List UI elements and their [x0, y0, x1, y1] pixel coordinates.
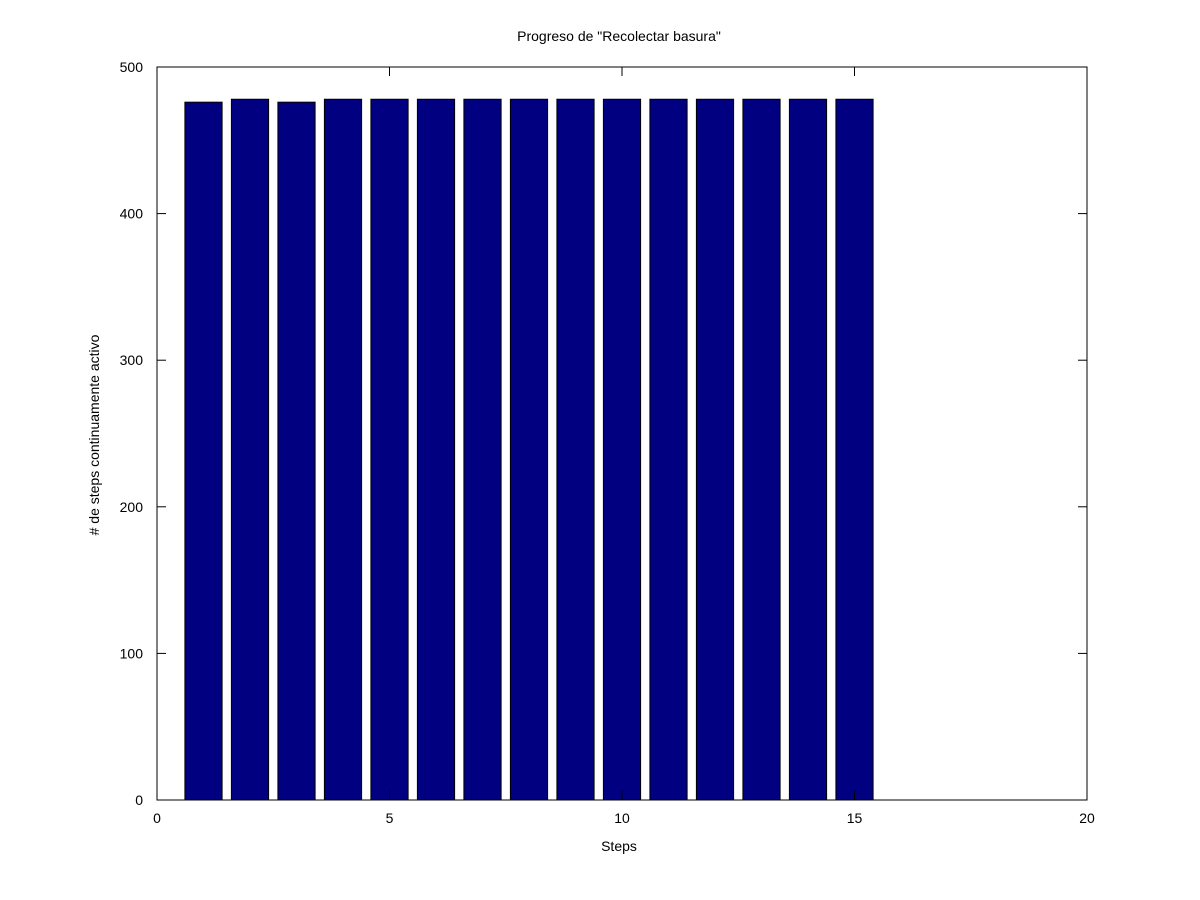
y-tick-label: 500: [120, 59, 144, 75]
bar-step-1: [184, 101, 223, 801]
y-tick-label: 0: [135, 792, 143, 808]
x-tick-label: 10: [614, 810, 630, 826]
x-axis-title: Steps: [601, 838, 637, 854]
chart-title: Progreso de "Recolectar basura": [517, 28, 721, 44]
y-tick-label: 200: [120, 499, 144, 515]
bar-step-3: [277, 101, 316, 801]
bar-step-12: [695, 98, 735, 801]
bar-step-6: [416, 98, 456, 801]
bar-step-14: [788, 98, 828, 801]
x-tick-label: 15: [847, 810, 863, 826]
bar-step-9: [556, 98, 595, 801]
y-tick-label: 100: [120, 645, 144, 661]
bar-step-13: [742, 98, 781, 801]
bar-step-15: [835, 98, 874, 801]
x-tick-label: 20: [1079, 810, 1095, 826]
bar-step-7: [463, 98, 502, 801]
bar-step-8: [509, 98, 549, 801]
bar-step-2: [230, 98, 270, 801]
bars-group: [184, 98, 874, 801]
bar-step-4: [323, 98, 363, 801]
x-tick-label: 0: [153, 810, 161, 826]
bar-step-11: [649, 98, 688, 801]
x-tick-label: 5: [386, 810, 394, 826]
bar-step-5: [370, 98, 409, 801]
y-tick-label: 400: [120, 206, 144, 222]
y-tick-label: 300: [120, 352, 144, 368]
y-axis-title: # de steps continuamente activo: [86, 334, 102, 535]
bar-step-10: [602, 98, 642, 801]
